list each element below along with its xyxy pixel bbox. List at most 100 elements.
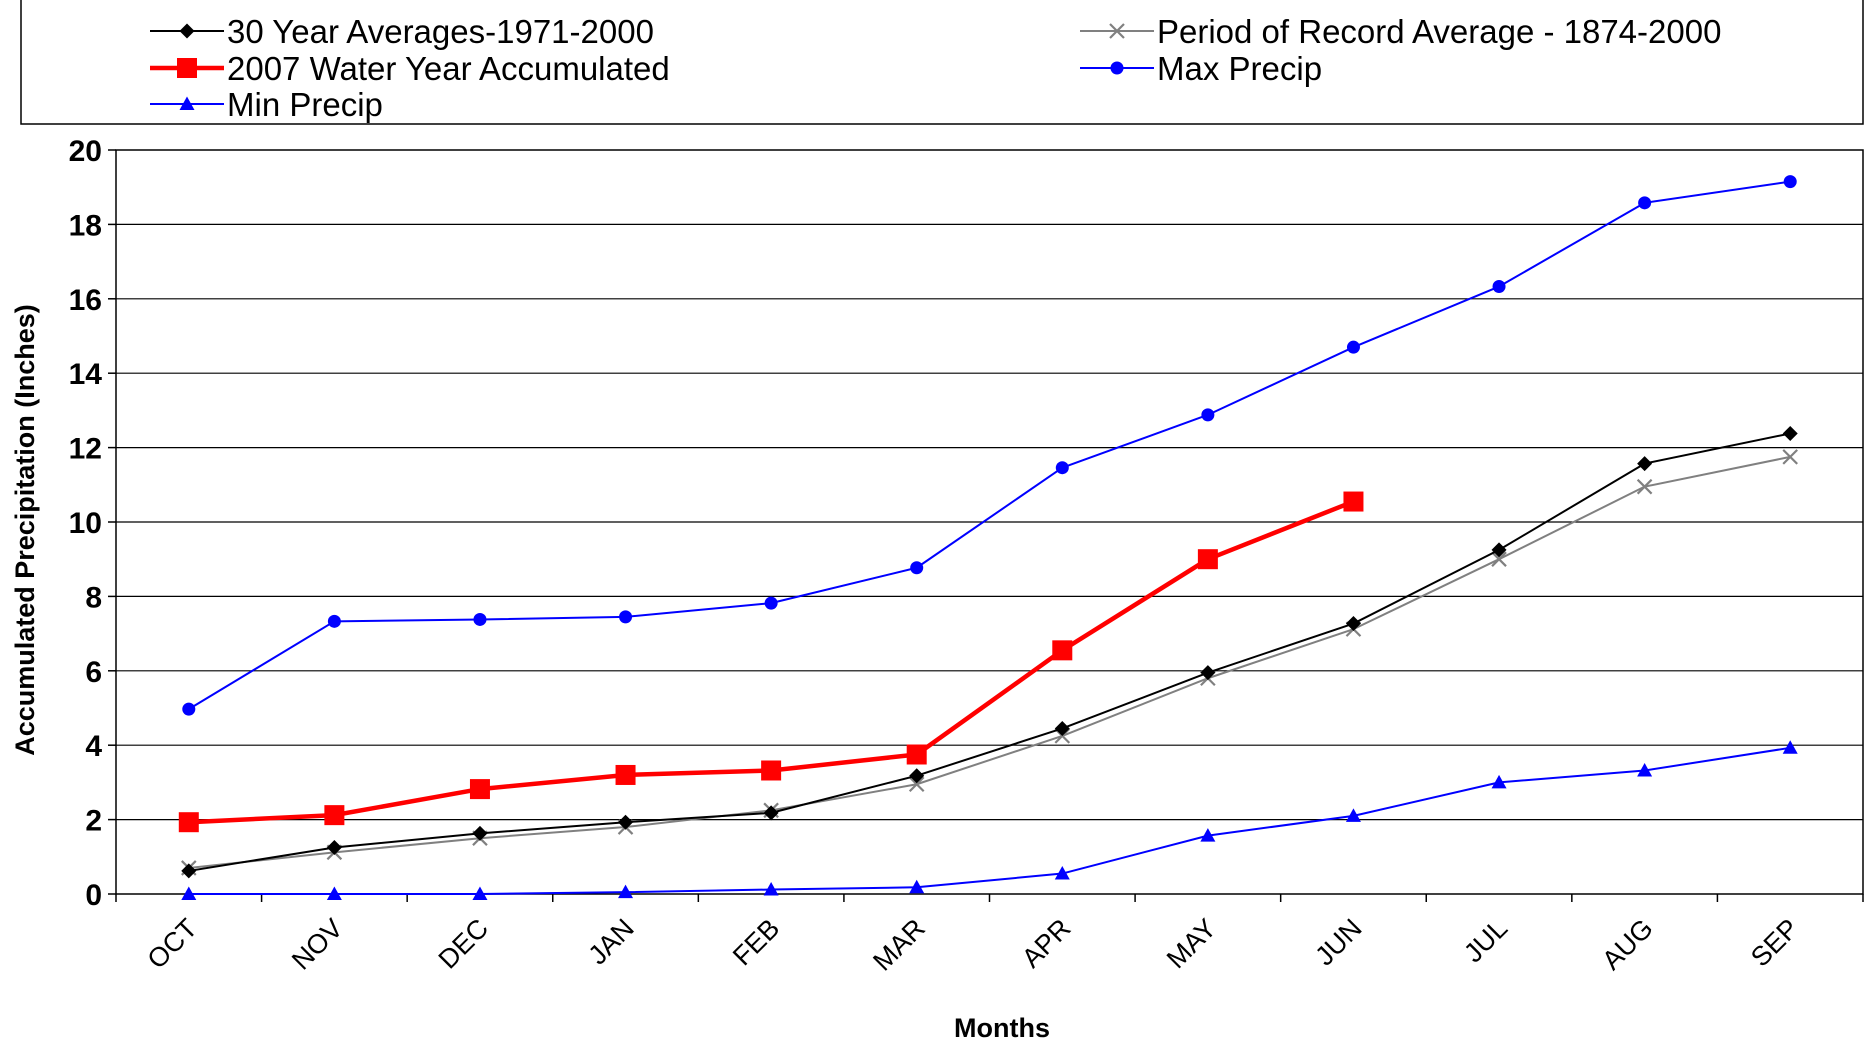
- x-tick-label: SEP: [1745, 913, 1804, 972]
- legend-label: Max Precip: [1157, 50, 1322, 87]
- data-point: [761, 760, 782, 781]
- legend-item: 30 Year Averages-1971-2000: [150, 13, 654, 50]
- data-point: [177, 58, 197, 78]
- data-point: [909, 879, 925, 894]
- data-point: [1055, 461, 1069, 475]
- legend-label: Period of Record Average - 1874-2000: [1157, 13, 1721, 50]
- data-point: [326, 840, 342, 855]
- series-circle: [182, 175, 1797, 716]
- data-point: [1491, 551, 1507, 567]
- data-point: [910, 561, 924, 575]
- y-axis: 0 2 4 6 8 10 12 14 16 18 20: [69, 135, 116, 912]
- x-tick-label: JAN: [582, 913, 639, 970]
- y-tick-label: 6: [85, 656, 102, 689]
- y-tick-label: 0: [85, 879, 102, 912]
- data-point: [619, 610, 633, 624]
- data-point: [1201, 408, 1215, 422]
- data-point: [469, 779, 490, 800]
- data-point: [1638, 196, 1652, 210]
- data-point: [1197, 549, 1218, 570]
- series-square: [178, 491, 1364, 833]
- data-point: [327, 614, 341, 628]
- data-point: [1343, 491, 1364, 512]
- data-point: [1492, 280, 1506, 294]
- data-point: [1636, 478, 1653, 495]
- data-point: [1783, 175, 1797, 189]
- data-point: [1782, 425, 1798, 441]
- data-point: [1346, 340, 1360, 354]
- x-axis: OCT NOV DEC JAN FEB MAR APR MAY JUN JUL AUG SEP: [115, 894, 1864, 977]
- data-point: [473, 612, 487, 626]
- data-point: [763, 805, 779, 821]
- data-point: [1345, 616, 1361, 632]
- x-tick-label: APR: [1016, 913, 1076, 973]
- legend-item: 2007 Water Year Accumulated: [150, 50, 670, 87]
- data-point: [615, 764, 636, 785]
- legend-item: Min Precip: [150, 86, 383, 123]
- data-point: [179, 23, 195, 39]
- data-point: [618, 814, 634, 830]
- y-tick-label: 2: [85, 805, 102, 838]
- y-tick-label: 4: [85, 730, 102, 763]
- data-point: [764, 596, 778, 610]
- data-point: [1782, 740, 1798, 754]
- data-point: [1637, 456, 1653, 472]
- x-tick-label: JUN: [1309, 913, 1367, 971]
- x-tick-label: NOV: [286, 913, 349, 976]
- series-diamond: [181, 425, 1798, 879]
- data-point: [1345, 808, 1361, 822]
- data-point: [1054, 866, 1070, 880]
- data-point: [1782, 449, 1798, 465]
- x-tick-label: OCT: [142, 913, 204, 975]
- data-point: [181, 886, 197, 900]
- legend-label: Min Precip: [227, 86, 383, 123]
- x-tick-label: MAR: [867, 913, 931, 977]
- data-point: [1052, 640, 1073, 661]
- x-tick-label: DEC: [433, 913, 495, 975]
- data-point: [324, 805, 345, 826]
- series-x: [181, 449, 1798, 876]
- y-tick-label: 12: [69, 433, 102, 466]
- data-point: [1637, 762, 1653, 777]
- y-tick-label: 18: [69, 209, 102, 242]
- data-point: [1200, 828, 1216, 842]
- series-line: [188, 180, 1791, 710]
- data-point: [1491, 542, 1507, 558]
- data-point: [763, 882, 779, 896]
- y-tick-label: 10: [69, 507, 102, 540]
- series-group: [178, 175, 1798, 900]
- x-tick-label: MAY: [1161, 913, 1222, 974]
- legend-item: Period of Record Average - 1874-2000: [1080, 13, 1721, 50]
- data-point: [182, 702, 196, 716]
- x-tick-label: AUG: [1596, 913, 1659, 976]
- legend-label: 30 Year Averages-1971-2000: [227, 13, 654, 50]
- data-point: [179, 96, 195, 110]
- x-tick-label: FEB: [727, 913, 785, 971]
- data-point: [1054, 720, 1070, 736]
- series-line: [188, 432, 1791, 872]
- data-point: [618, 884, 634, 899]
- legend: 30 Year Averages-1971-2000 Period of Reco…: [150, 13, 1721, 123]
- x-tick-label: JUL: [1458, 913, 1513, 968]
- series-triangle: [181, 740, 1798, 900]
- data-point: [178, 812, 199, 833]
- data-point: [909, 768, 925, 784]
- y-tick-label: 14: [69, 358, 103, 391]
- y-tick-label: 16: [69, 284, 102, 317]
- y-tick-label: 8: [85, 581, 102, 614]
- legend-box: [20, 0, 1864, 125]
- data-point: [326, 886, 342, 900]
- data-point: [1200, 665, 1216, 681]
- data-point: [472, 886, 488, 900]
- x-axis-title: Months: [954, 1013, 1050, 1043]
- data-point: [908, 776, 925, 793]
- y-tick-label: 20: [69, 135, 102, 168]
- data-point: [1491, 774, 1507, 789]
- data-point: [472, 825, 488, 841]
- y-axis-title: Accumulated Precipitation (Inches): [10, 304, 40, 756]
- data-point: [1109, 23, 1125, 39]
- gridlines: [116, 223, 1863, 821]
- data-point: [181, 863, 197, 879]
- data-point: [906, 744, 927, 765]
